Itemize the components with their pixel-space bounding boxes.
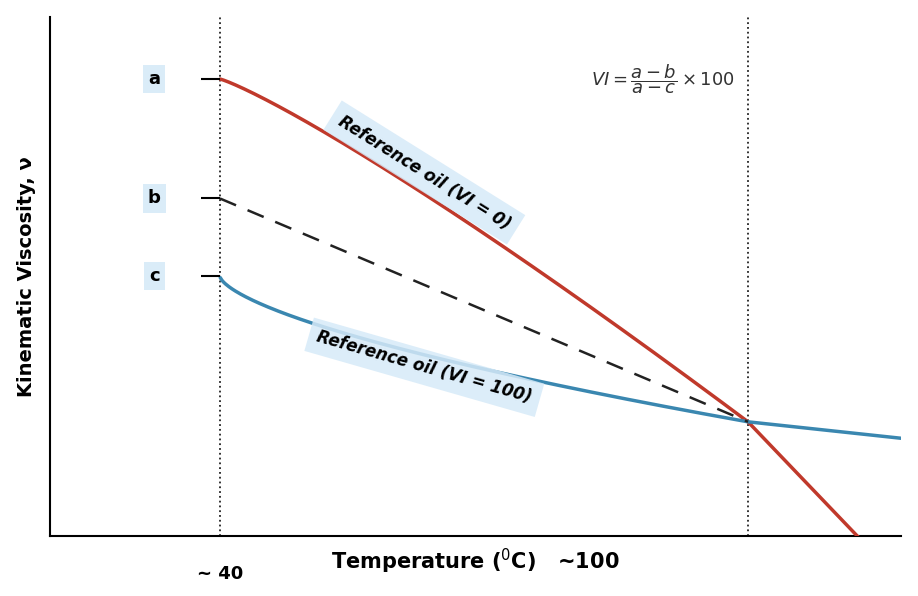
Text: Reference oil (VI = 100): Reference oil (VI = 100) [315, 328, 534, 406]
X-axis label: Temperature ($^0$C)   ~100: Temperature ($^0$C) ~100 [331, 547, 620, 576]
Text: a: a [149, 70, 161, 88]
Text: ~ 40: ~ 40 [196, 564, 243, 583]
Text: b: b [148, 190, 161, 207]
Text: $VI = \dfrac{a-b}{a-c} \times 100$: $VI = \dfrac{a-b}{a-c} \times 100$ [591, 62, 734, 96]
Y-axis label: Kinematic Viscosity, ν: Kinematic Viscosity, ν [17, 156, 36, 397]
Text: Reference oil (VI = 0): Reference oil (VI = 0) [335, 112, 514, 233]
Text: c: c [149, 268, 160, 285]
